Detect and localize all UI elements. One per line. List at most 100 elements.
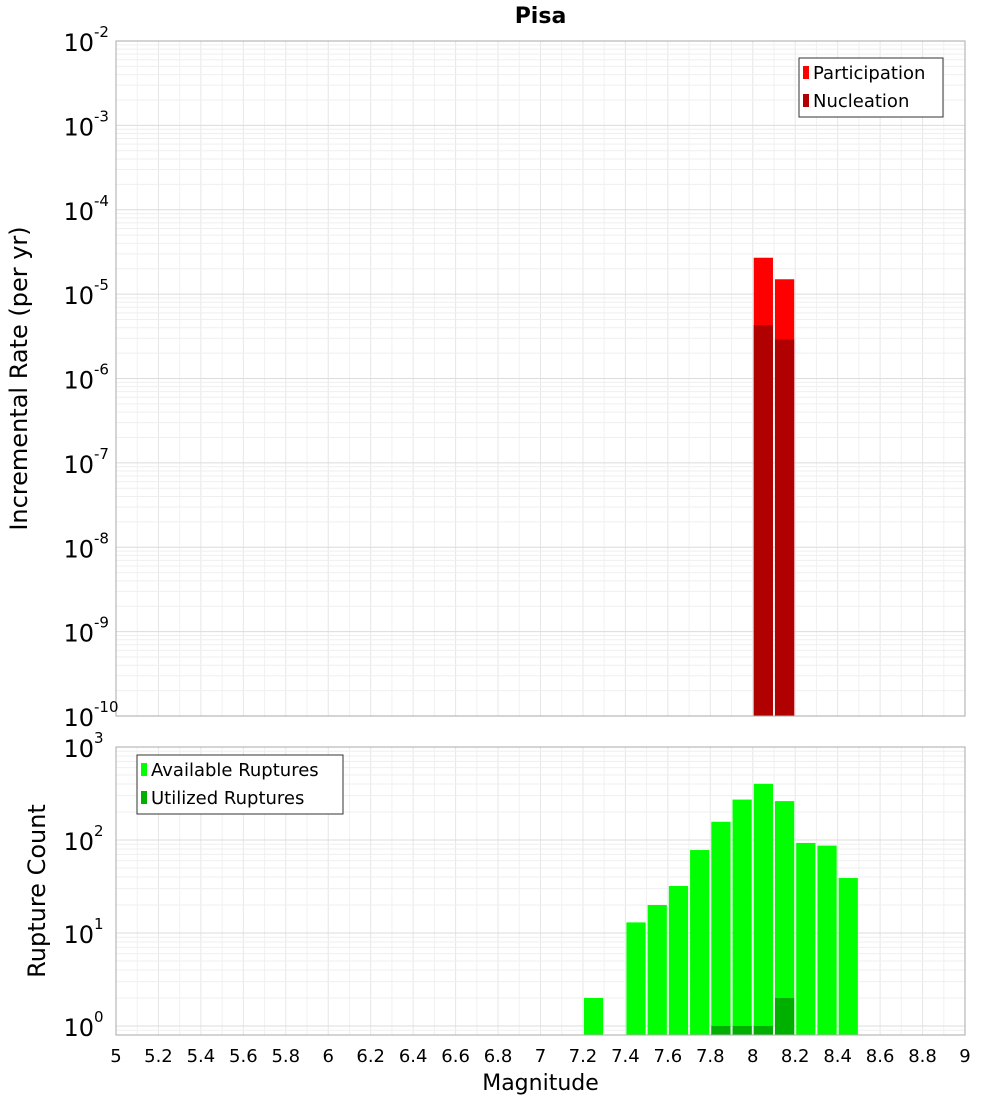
series-2 <box>753 325 795 716</box>
legend: Available Ruptures Utilized Ruptures <box>136 754 344 815</box>
bar <box>626 922 646 1035</box>
legend-swatch <box>141 763 147 776</box>
y-tick-label: 10 2 <box>63 822 103 856</box>
y-tick-label: 10 0 <box>63 1008 103 1042</box>
legend-item: Available Ruptures <box>141 760 319 781</box>
x-axis-label: Magnitude <box>482 1071 599 1096</box>
x-tick-label: 7 <box>535 1046 546 1067</box>
y-tick-base: 10 <box>63 282 94 310</box>
legend: Participation Nucleation <box>798 57 944 118</box>
bar <box>690 850 710 1035</box>
series-1 <box>583 783 858 1035</box>
y-tick-exponent: -2 <box>94 23 109 41</box>
y-tick-base: 10 <box>63 451 94 479</box>
bar <box>583 997 604 1035</box>
y-tick-label: 10 -6 <box>63 361 109 395</box>
y-tick-base: 10 <box>63 921 94 949</box>
x-tick-label: 6.8 <box>484 1046 513 1067</box>
y-tick-base: 10 <box>63 735 94 763</box>
y-tick-label: 10 1 <box>63 915 103 949</box>
x-tick-label: 6 <box>323 1046 334 1067</box>
x-tick-label: 8.8 <box>908 1046 937 1067</box>
y-tick-base: 10 <box>63 620 94 648</box>
plot-frame <box>115 746 966 1036</box>
x-tick-label: 8.6 <box>866 1046 895 1067</box>
series-2 <box>711 997 795 1035</box>
legend-swatch <box>803 66 809 79</box>
bar <box>753 325 773 716</box>
y-tick-base: 10 <box>63 704 94 732</box>
y-tick-exponent: -5 <box>94 276 109 294</box>
chart-panel-2: 10 010 110 210 35 5.2 5.4 5.6 5.8 6 6.2 6.4 6.6 6.8 7 7… <box>23 729 971 1096</box>
y-tick-label: 10 -10 <box>63 698 118 732</box>
bar <box>647 904 667 1035</box>
legend-swatch <box>803 94 809 107</box>
bar <box>774 339 795 716</box>
bar <box>711 821 731 1035</box>
x-tick-label: 5 <box>110 1046 121 1067</box>
bar <box>838 878 858 1035</box>
bar <box>817 845 837 1035</box>
x-tick-label: 7.8 <box>696 1046 725 1067</box>
legend-swatch <box>141 791 147 804</box>
x-tick-label: 8.4 <box>823 1046 852 1067</box>
legend-label: Participation <box>813 63 925 84</box>
bar <box>711 1025 731 1035</box>
y-tick-exponent: -7 <box>94 445 109 463</box>
x-tick-label: 5.4 <box>187 1046 216 1067</box>
y-tick-exponent: -6 <box>94 361 109 379</box>
y-tick-label: 10 -2 <box>63 23 109 57</box>
y-tick-exponent: -9 <box>94 614 109 632</box>
bar <box>753 783 773 1035</box>
x-tick-label: 6.6 <box>441 1046 470 1067</box>
bar <box>796 842 816 1035</box>
y-tick-label: 10 -3 <box>63 107 109 141</box>
y-tick-exponent: -4 <box>94 192 109 210</box>
bar <box>774 997 795 1035</box>
y-tick-label: 10 -8 <box>63 529 109 563</box>
y-tick-base: 10 <box>63 535 94 563</box>
y-tick-base: 10 <box>63 828 94 856</box>
legend-item: Participation <box>803 63 925 84</box>
x-tick-label: 8.2 <box>781 1046 810 1067</box>
legend-box <box>798 57 944 118</box>
y-tick-exponent: -10 <box>94 698 119 716</box>
y-tick-exponent: -8 <box>94 529 109 547</box>
legend-label: Available Ruptures <box>151 760 319 781</box>
bar <box>753 1025 773 1035</box>
plot-frame <box>115 40 966 717</box>
x-tick-label: 6.2 <box>356 1046 385 1067</box>
chart-title: Pisa <box>515 4 567 29</box>
y-tick-base: 10 <box>63 367 94 395</box>
legend-item: Nucleation <box>803 91 909 112</box>
legend-label: Utilized Ruptures <box>151 788 304 809</box>
y-tick-label: 10 -9 <box>63 614 109 648</box>
y-axis-label: Incremental Rate (per yr) <box>5 226 33 530</box>
legend-label: Nucleation <box>813 91 909 112</box>
y-tick-base: 10 <box>63 113 94 141</box>
bar <box>668 886 689 1035</box>
y-tick-base: 10 <box>63 1014 94 1042</box>
x-tick-label: 6.4 <box>399 1046 428 1067</box>
y-tick-label: 10 -7 <box>63 445 109 479</box>
bar <box>732 1025 752 1035</box>
y-tick-exponent: 1 <box>94 915 104 933</box>
x-tick-label: 5.6 <box>229 1046 258 1067</box>
y-tick-base: 10 <box>63 198 94 226</box>
legend-item: Utilized Ruptures <box>141 788 304 809</box>
y-tick-label: 10 -5 <box>63 276 109 310</box>
y-tick-exponent: 3 <box>94 729 104 747</box>
y-tick-base: 10 <box>63 29 94 57</box>
y-axis-label: Rupture Count <box>23 804 51 978</box>
bar <box>774 801 795 1035</box>
x-tick-label: 7.2 <box>569 1046 598 1067</box>
y-tick-exponent: 2 <box>94 822 104 840</box>
y-tick-label: 10 -4 <box>63 192 109 226</box>
y-tick-exponent: -3 <box>94 107 109 125</box>
bar <box>732 799 752 1035</box>
y-tick-exponent: 0 <box>94 1008 104 1026</box>
x-tick-label: 7.4 <box>611 1046 640 1067</box>
x-tick-label: 5.2 <box>144 1046 173 1067</box>
